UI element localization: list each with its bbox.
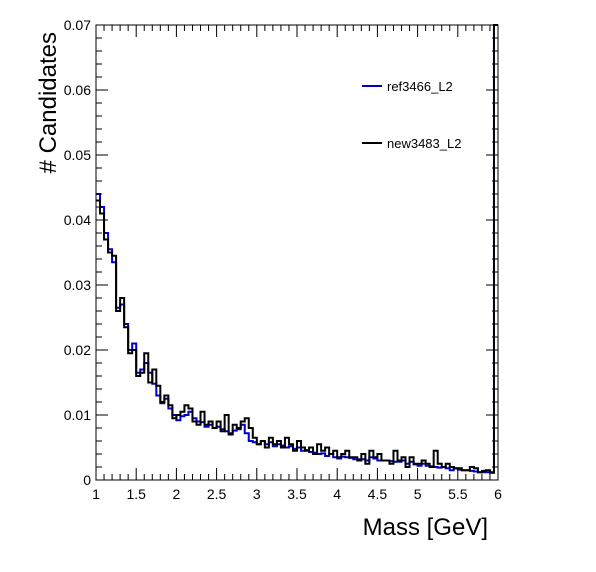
x-axis: 1 1.5 2 2.5 3 3.5 4 4.5 5 5.5 6 [92, 25, 502, 502]
y-axis: 0 0.01 0.02 0.03 0.04 0.05 0.06 0.07 [64, 17, 498, 488]
x-tick-label: 6 [494, 486, 502, 502]
x-tick-label: 1.5 [126, 486, 146, 502]
series-layer [96, 24, 498, 474]
x-tick-label: 2.5 [207, 486, 227, 502]
x-tick-label: 3 [253, 486, 261, 502]
legend: ref3466_L2 new3483_L2 [362, 79, 461, 151]
legend-label-1: ref3466_L2 [387, 79, 453, 94]
y-tick-label: 0.03 [64, 277, 91, 293]
y-tick-label: 0.06 [64, 82, 91, 98]
y-tick-label: 0.05 [64, 147, 91, 163]
series-line-2 [96, 24, 498, 474]
x-tick-label: 4.5 [368, 486, 388, 502]
x-tick-label: 5 [414, 486, 422, 502]
y-tick-label: 0.04 [64, 212, 91, 228]
x-tick-label: 4 [333, 486, 341, 502]
y-tick-label: 0.07 [64, 17, 91, 33]
x-tick-label: 1 [92, 486, 100, 502]
y-tick-label: 0.01 [64, 407, 91, 423]
x-tick-label: 5.5 [448, 486, 468, 502]
y-tick-label: 0 [83, 472, 91, 488]
x-tick-label: 3.5 [287, 486, 307, 502]
legend-label-2: new3483_L2 [387, 136, 461, 151]
x-tick-label: 2 [173, 486, 181, 502]
x-axis-title: Mass [GeV] [363, 514, 488, 541]
y-tick-label: 0.02 [64, 342, 91, 358]
y-axis-title: # Candidates [35, 32, 62, 173]
